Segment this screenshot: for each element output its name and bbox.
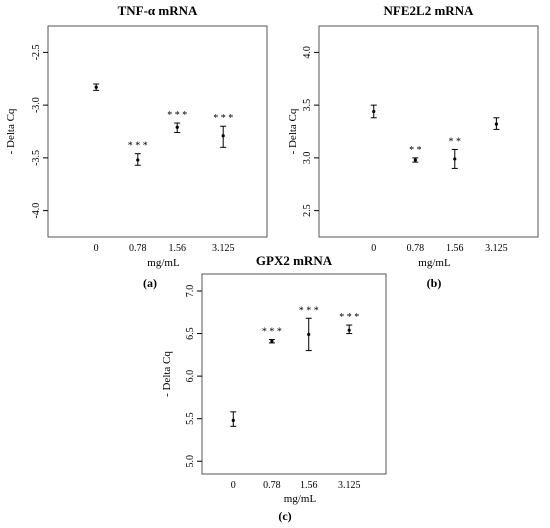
chart-panel-2: NFE2L2 mRNA 4.0 3.5 3.0 2.5 - Delta Cq 0 0.78 1.… — [287, 3, 539, 290]
y-tick-label: -2.5 — [31, 44, 42, 60]
x-tick-label: 0 — [371, 243, 376, 254]
chart-panel-1: TNF-α mRNA -2.5 -3.0 -3.5 -4.0 - Delta Cq 0 0.7… — [5, 3, 268, 290]
y-tick-label: 3.5 — [302, 99, 313, 112]
chart-title: TNF-α mRNA — [118, 3, 198, 18]
x-axis-label: mg/mL — [418, 257, 451, 269]
y-tick-label: 6.0 — [185, 370, 196, 383]
data-point — [413, 158, 417, 162]
significance-marker: * * — [449, 136, 462, 147]
data-point — [136, 158, 140, 162]
data-point — [94, 85, 98, 89]
y-tick-label: 7.0 — [185, 285, 196, 298]
x-tick-label: 0.78 — [129, 243, 147, 254]
x-axis-label: mg/mL — [147, 257, 180, 269]
data-point — [175, 125, 179, 129]
x-tick-label: 1.56 — [168, 243, 186, 254]
chart-title: GPX2 mRNA — [256, 253, 333, 268]
x-axis-label: mg/mL — [284, 493, 317, 505]
panel-letter: (c) — [278, 509, 291, 523]
y-tick-label: 4.0 — [302, 46, 313, 59]
x-tick-label: 0 — [231, 480, 236, 491]
x-tick-label: 3.125 — [212, 243, 235, 254]
significance-marker: * * * — [128, 141, 148, 152]
significance-marker: * * * — [262, 327, 282, 338]
x-tick-label: 1.56 — [446, 243, 464, 254]
chart-title: NFE2L2 mRNA — [384, 3, 475, 18]
significance-marker: * * * — [339, 312, 359, 323]
plot-frame — [47, 25, 268, 238]
y-tick-label: 2.5 — [302, 204, 313, 217]
y-tick-label: 6.5 — [185, 327, 196, 340]
data-point — [221, 134, 225, 138]
data-point — [307, 332, 311, 337]
y-tick-label: -3.5 — [31, 150, 42, 166]
y-tick-label: 5.5 — [185, 412, 196, 425]
plot-frame — [201, 273, 387, 475]
y-axis-label: - Delta Cq — [161, 351, 173, 397]
x-tick-label: 0 — [94, 243, 99, 254]
x-tick-label: 3.125 — [338, 480, 361, 491]
y-tick-label: 3.0 — [302, 152, 313, 165]
y-axis-label: - Delta Cq — [5, 108, 17, 154]
panel-letter: (b) — [427, 276, 442, 290]
plot-frame — [318, 25, 539, 238]
y-axis-label: - Delta Cq — [287, 108, 299, 154]
x-tick-label: 0.78 — [263, 480, 281, 491]
significance-marker: * * * — [299, 305, 319, 316]
significance-marker: * * * — [167, 110, 187, 121]
significance-marker: * * * — [213, 113, 233, 124]
panel-letter: (a) — [143, 276, 157, 290]
data-point — [231, 418, 235, 422]
y-tick-label: -4.0 — [31, 203, 42, 219]
data-point — [453, 157, 457, 161]
x-tick-label: 0.78 — [407, 243, 425, 254]
x-tick-label: 1.56 — [300, 480, 318, 491]
chart-panel-3: GPX2 mRNA 7.0 6.5 6.0 5.5 5.0 - Delta Cq 0 0.78 1… — [161, 253, 387, 523]
significance-marker: * * — [409, 145, 422, 156]
y-tick-label: -3.0 — [31, 97, 42, 113]
y-tick-label: 5.0 — [185, 455, 196, 468]
data-point — [494, 122, 498, 126]
data-point — [270, 339, 274, 343]
data-point — [347, 328, 351, 332]
x-tick-label: 3.125 — [485, 243, 508, 254]
data-point — [372, 109, 376, 114]
